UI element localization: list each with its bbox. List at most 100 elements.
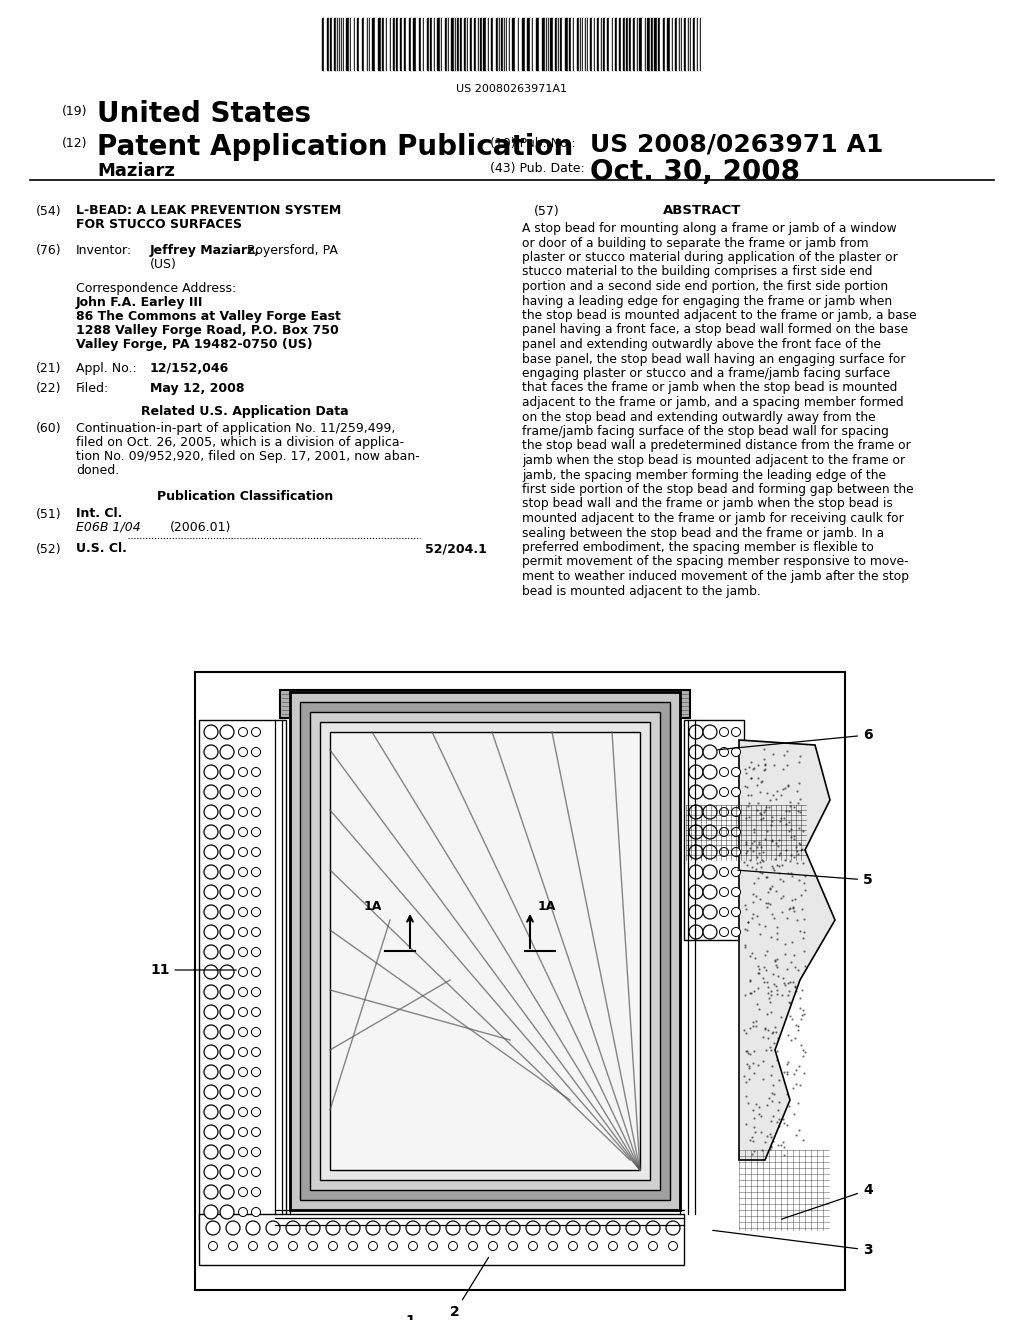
Circle shape — [568, 1242, 578, 1250]
Circle shape — [204, 1125, 218, 1139]
Bar — [199, 719, 286, 1239]
Text: 1: 1 — [406, 1313, 415, 1320]
Bar — [421, 18, 423, 70]
Circle shape — [239, 847, 248, 857]
Circle shape — [720, 767, 728, 776]
Circle shape — [449, 1242, 458, 1250]
Bar — [691, 18, 693, 70]
Circle shape — [220, 945, 234, 960]
Bar — [413, 18, 416, 70]
Bar — [515, 18, 518, 70]
Bar — [615, 18, 617, 70]
Bar — [409, 18, 411, 70]
Circle shape — [720, 788, 728, 796]
Text: (57): (57) — [534, 205, 560, 218]
Text: stop bead wall and the frame or jamb when the stop bead is: stop bead wall and the frame or jamb whe… — [522, 498, 893, 511]
Text: 12/152,046: 12/152,046 — [150, 362, 229, 375]
Bar — [618, 18, 621, 70]
Bar — [663, 18, 665, 70]
Text: L-BEAD: A LEAK PREVENTION SYSTEM: L-BEAD: A LEAK PREVENTION SYSTEM — [76, 205, 341, 216]
Bar — [476, 18, 478, 70]
Circle shape — [204, 945, 218, 960]
Text: A stop bead for mounting along a frame or jamb of a window: A stop bead for mounting along a frame o… — [522, 222, 897, 235]
Bar — [462, 18, 464, 70]
Bar — [525, 18, 527, 70]
Circle shape — [731, 867, 740, 876]
Text: Publication Classification: Publication Classification — [157, 490, 333, 503]
Circle shape — [731, 727, 740, 737]
Bar — [501, 18, 503, 70]
Bar — [396, 18, 398, 70]
Text: (12): (12) — [62, 137, 87, 150]
Bar — [330, 18, 332, 70]
Bar — [364, 18, 367, 70]
Circle shape — [252, 867, 260, 876]
Bar — [398, 18, 400, 70]
Bar — [432, 18, 434, 70]
Bar — [609, 18, 612, 70]
Text: jamb, the spacing member forming the leading edge of the: jamb, the spacing member forming the lea… — [522, 469, 886, 482]
Circle shape — [220, 766, 234, 779]
Circle shape — [204, 865, 218, 879]
Circle shape — [589, 1242, 597, 1250]
Circle shape — [466, 1221, 480, 1236]
Bar — [483, 18, 486, 70]
Bar — [362, 18, 364, 70]
Bar — [684, 18, 686, 70]
Bar — [550, 18, 553, 70]
Text: Oct. 30, 2008: Oct. 30, 2008 — [590, 158, 800, 186]
Bar — [319, 722, 650, 1180]
Circle shape — [629, 1242, 638, 1250]
Circle shape — [220, 725, 234, 739]
Circle shape — [252, 1088, 260, 1097]
Circle shape — [204, 985, 218, 999]
Circle shape — [689, 925, 703, 939]
Circle shape — [220, 985, 234, 999]
Text: permit movement of the spacing member responsive to move-: permit movement of the spacing member re… — [522, 556, 908, 569]
Text: that faces the frame or jamb when the stop bead is mounted: that faces the frame or jamb when the st… — [522, 381, 897, 395]
Bar — [451, 18, 454, 70]
Text: 4: 4 — [781, 1183, 872, 1220]
Circle shape — [703, 744, 717, 759]
Bar — [332, 18, 334, 70]
Bar — [359, 18, 362, 70]
Circle shape — [220, 744, 234, 759]
Text: (51): (51) — [36, 508, 61, 521]
Text: on the stop bead and extending outwardly away from the: on the stop bead and extending outwardly… — [522, 411, 876, 424]
Text: 2: 2 — [450, 1258, 488, 1319]
Circle shape — [252, 1188, 260, 1196]
Bar — [562, 18, 565, 70]
Circle shape — [220, 925, 234, 939]
Text: jamb when the stop bead is mounted adjacent to the frame or: jamb when the stop bead is mounted adjac… — [522, 454, 905, 467]
Bar — [695, 18, 697, 70]
Circle shape — [549, 1242, 557, 1250]
Text: Continuation-in-part of application No. 11/259,499,: Continuation-in-part of application No. … — [76, 422, 395, 436]
Circle shape — [204, 906, 218, 919]
Text: Related U.S. Application Data: Related U.S. Application Data — [141, 405, 349, 418]
Bar — [460, 18, 462, 70]
Circle shape — [528, 1242, 538, 1250]
Text: 1A: 1A — [538, 900, 556, 913]
Circle shape — [239, 867, 248, 876]
Bar — [613, 18, 615, 70]
Circle shape — [366, 1221, 380, 1236]
Bar — [406, 18, 409, 70]
Bar — [416, 18, 419, 70]
Bar — [480, 18, 482, 70]
Bar — [387, 18, 390, 70]
Bar — [670, 18, 672, 70]
Bar — [357, 18, 359, 70]
Text: the stop bead wall a predetermined distance from the frame or: the stop bead wall a predetermined dista… — [522, 440, 910, 453]
Circle shape — [239, 727, 248, 737]
Circle shape — [720, 747, 728, 756]
Text: frame/jamb facing surface of the stop bead wall for spacing: frame/jamb facing surface of the stop be… — [522, 425, 889, 438]
Bar — [675, 18, 677, 70]
Circle shape — [239, 948, 248, 957]
Text: John F.A. Earley III: John F.A. Earley III — [76, 296, 204, 309]
Circle shape — [239, 808, 248, 817]
Circle shape — [626, 1221, 640, 1236]
Circle shape — [239, 928, 248, 936]
Bar — [496, 18, 498, 70]
Circle shape — [252, 928, 260, 936]
Bar — [382, 18, 384, 70]
